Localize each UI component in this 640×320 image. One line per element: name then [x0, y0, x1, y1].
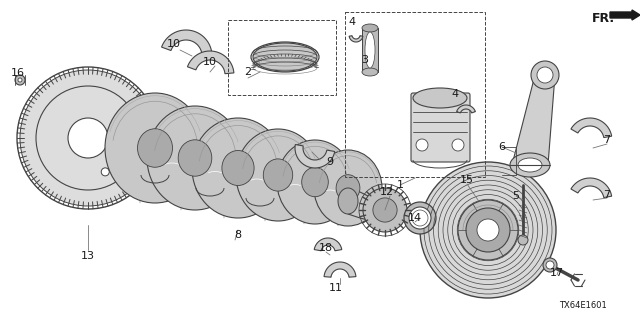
Bar [137, 133, 145, 143]
Text: 1: 1 [397, 180, 403, 190]
Text: FR.: FR. [591, 12, 614, 25]
Ellipse shape [362, 68, 378, 76]
Circle shape [18, 78, 22, 82]
FancyArrow shape [610, 10, 640, 20]
Circle shape [416, 139, 428, 151]
Polygon shape [571, 118, 612, 138]
Text: 13: 13 [81, 251, 95, 261]
Circle shape [15, 75, 25, 85]
Text: 7: 7 [604, 190, 611, 200]
Polygon shape [314, 238, 342, 251]
Text: 17: 17 [550, 268, 564, 278]
Text: 3: 3 [362, 55, 369, 65]
Ellipse shape [420, 162, 556, 298]
Ellipse shape [363, 188, 407, 232]
Ellipse shape [518, 158, 542, 172]
Ellipse shape [373, 198, 397, 222]
Text: 4: 4 [348, 17, 356, 27]
Ellipse shape [338, 188, 358, 214]
Bar [228, 20, 336, 95]
Ellipse shape [247, 173, 267, 197]
Text: 9: 9 [326, 157, 333, 167]
Ellipse shape [222, 150, 254, 186]
Text: TX64E1601: TX64E1601 [559, 300, 607, 309]
Text: 11: 11 [329, 283, 343, 293]
Polygon shape [348, 188, 375, 220]
Polygon shape [161, 30, 212, 56]
Circle shape [101, 168, 109, 176]
Ellipse shape [178, 140, 212, 176]
Ellipse shape [147, 106, 243, 210]
Text: 15: 15 [460, 175, 474, 185]
Circle shape [120, 145, 128, 153]
Ellipse shape [105, 93, 205, 203]
Ellipse shape [68, 118, 108, 158]
Ellipse shape [362, 24, 378, 32]
Ellipse shape [253, 43, 317, 71]
Ellipse shape [477, 219, 499, 241]
Polygon shape [188, 51, 234, 74]
Ellipse shape [236, 129, 320, 221]
Ellipse shape [409, 207, 431, 229]
Polygon shape [295, 145, 335, 168]
Ellipse shape [466, 208, 510, 252]
Ellipse shape [314, 150, 382, 226]
Text: 16: 16 [11, 68, 25, 78]
Ellipse shape [518, 235, 528, 245]
Ellipse shape [336, 175, 360, 201]
Circle shape [537, 67, 553, 83]
Bar [345, 12, 485, 177]
Polygon shape [349, 36, 363, 42]
Circle shape [543, 258, 557, 272]
Text: 8: 8 [234, 230, 241, 240]
Circle shape [546, 261, 554, 269]
Ellipse shape [160, 156, 184, 184]
Text: 7: 7 [604, 135, 611, 145]
Circle shape [531, 61, 559, 89]
Ellipse shape [404, 202, 436, 234]
Ellipse shape [263, 159, 292, 191]
Ellipse shape [322, 185, 338, 205]
Text: 12: 12 [380, 187, 394, 197]
Text: 10: 10 [203, 57, 217, 67]
Ellipse shape [301, 167, 328, 197]
Text: 2: 2 [244, 67, 252, 77]
Text: 4: 4 [451, 89, 459, 99]
Text: 18: 18 [319, 243, 333, 253]
Polygon shape [512, 75, 555, 165]
Polygon shape [571, 178, 612, 197]
Ellipse shape [458, 200, 518, 260]
Ellipse shape [204, 165, 226, 191]
Ellipse shape [412, 210, 428, 226]
FancyBboxPatch shape [411, 93, 470, 162]
Ellipse shape [192, 118, 284, 218]
Polygon shape [324, 262, 356, 277]
Ellipse shape [510, 153, 550, 177]
Circle shape [452, 139, 464, 151]
Bar [362, 28, 378, 72]
Ellipse shape [413, 88, 467, 108]
Polygon shape [456, 105, 476, 113]
Text: 5: 5 [513, 191, 520, 201]
Ellipse shape [277, 140, 353, 224]
Ellipse shape [286, 179, 304, 201]
Ellipse shape [20, 70, 156, 206]
Text: 14: 14 [408, 213, 422, 223]
Ellipse shape [365, 32, 375, 68]
Ellipse shape [138, 129, 173, 167]
Text: 10: 10 [167, 39, 181, 49]
Text: 6: 6 [499, 142, 506, 152]
